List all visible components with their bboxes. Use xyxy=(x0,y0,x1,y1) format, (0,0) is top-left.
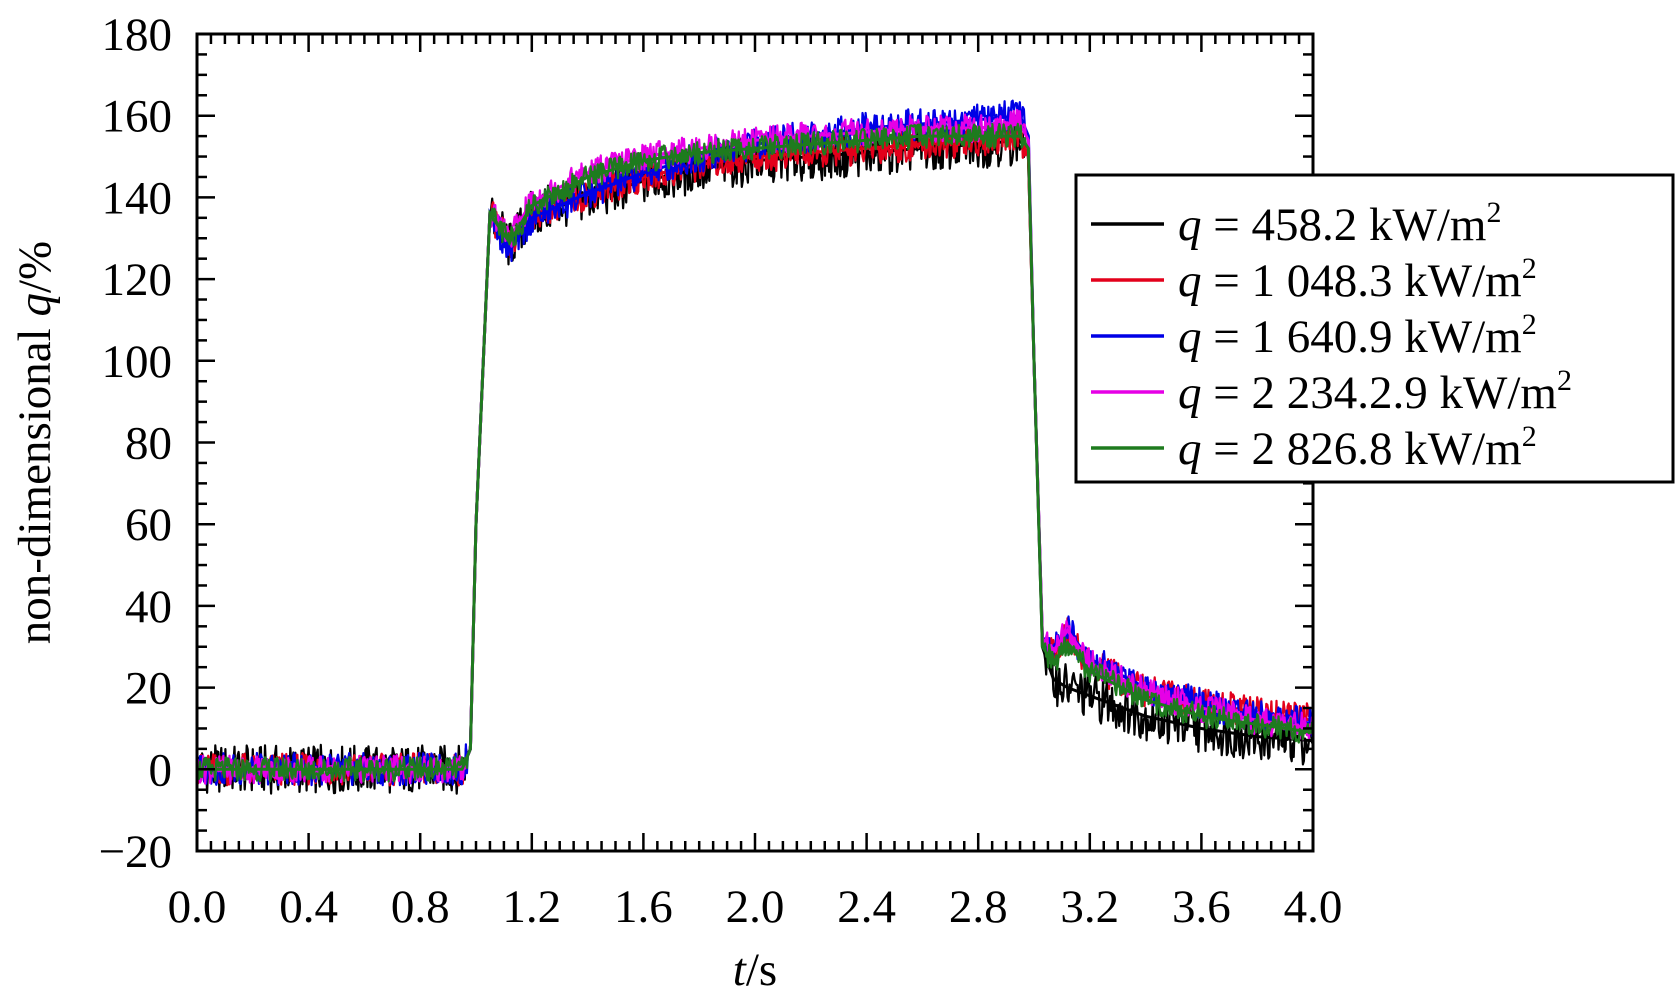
legend-value: 2 826.8 kW/m xyxy=(1252,423,1522,475)
legend-label: q = 458.2 kW/m2 xyxy=(1178,196,1502,251)
x-tick-label: 1.2 xyxy=(502,881,561,933)
y-tick-label: 140 xyxy=(102,172,173,224)
y-tick-label: 120 xyxy=(102,254,173,306)
x-tick-label: 0.4 xyxy=(279,881,338,933)
y-axis-label-unit: /% xyxy=(9,241,61,293)
legend-value: 1 048.3 kW/m xyxy=(1252,255,1522,307)
legend-entry: q = 2 234.2.9 kW/m2 xyxy=(1091,364,1572,419)
legend-box xyxy=(1074,173,1675,484)
series-layer xyxy=(195,99,1315,795)
series-line xyxy=(195,122,1315,783)
legend-value: 458.2 kW/m xyxy=(1252,199,1487,251)
x-tick-label: 2.8 xyxy=(949,881,1008,933)
x-axis-label-var: t xyxy=(733,944,747,996)
x-tick-label: 1.6 xyxy=(614,881,673,933)
y-axis-label: non-dimensional q/% xyxy=(9,241,61,644)
x-axis-label-unit: /s xyxy=(746,944,777,996)
tick-labels-layer: 0.0 0.4 0.8 1.2 1.6 2.0 2.4 2.8 3.2 3.6 4.0 −20 0 20 4… xyxy=(98,9,1342,933)
x-axis-label: t/s xyxy=(733,944,777,996)
legend-label: q = 2 234.2.9 kW/m2 xyxy=(1178,364,1572,419)
x-tick-label: 3.2 xyxy=(1060,881,1119,933)
legend-label: q = 2 826.8 kW/m2 xyxy=(1178,420,1537,475)
legend-var: q xyxy=(1178,367,1202,419)
legend-exponent: 2 xyxy=(1487,196,1502,229)
y-tick-label: 60 xyxy=(125,499,172,551)
legend-entry: q = 1 640.9 kW/m2 xyxy=(1091,308,1537,363)
legend-var: q xyxy=(1178,423,1202,475)
ticks-layer xyxy=(195,32,1315,853)
x-tick-label: 0.0 xyxy=(168,881,227,933)
legend-equals: = xyxy=(1202,423,1252,475)
y-tick-label: −20 xyxy=(98,826,172,878)
legend-exponent: 2 xyxy=(1522,252,1537,285)
legend-label: q = 1 640.9 kW/m2 xyxy=(1178,308,1537,363)
legend-entries: q = 458.2 kW/m2q = 1 048.3 kW/m2q = 1 64… xyxy=(1091,196,1572,475)
legend-equals: = xyxy=(1202,367,1252,419)
legend-exponent: 2 xyxy=(1522,420,1537,453)
legend-equals: = xyxy=(1202,311,1252,363)
legend-value: 1 640.9 kW/m xyxy=(1252,311,1522,363)
x-tick-label: 2.4 xyxy=(837,881,896,933)
legend-exponent: 2 xyxy=(1522,308,1537,341)
legend-var: q xyxy=(1178,311,1202,363)
y-axis-label-var: q xyxy=(9,293,61,317)
y-tick-label: 0 xyxy=(149,744,173,796)
y-tick-label: 40 xyxy=(125,581,172,633)
y-tick-label: 160 xyxy=(102,91,173,143)
legend-label: q = 1 048.3 kW/m2 xyxy=(1178,252,1537,307)
legend-value: 2 234.2.9 kW/m xyxy=(1252,367,1557,419)
legend-var: q xyxy=(1178,255,1202,307)
legend-entry: q = 1 048.3 kW/m2 xyxy=(1091,252,1537,307)
legend-var: q xyxy=(1178,199,1202,251)
legend: q = 458.2 kW/m2q = 1 048.3 kW/m2q = 1 64… xyxy=(1074,173,1675,484)
y-tick-label: 20 xyxy=(125,663,172,715)
y-tick-label: 80 xyxy=(125,418,172,470)
x-tick-label: 0.8 xyxy=(391,881,450,933)
y-tick-label: 100 xyxy=(102,336,173,388)
legend-equals: = xyxy=(1202,199,1252,251)
y-axis-label-prefix: non-dimensional xyxy=(9,317,61,645)
legend-entry: q = 2 826.8 kW/m2 xyxy=(1091,420,1537,475)
x-tick-label: 2.0 xyxy=(726,881,785,933)
legend-entry: q = 458.2 kW/m2 xyxy=(1091,196,1502,251)
x-tick-label: 4.0 xyxy=(1284,881,1343,933)
legend-exponent: 2 xyxy=(1557,364,1572,397)
y-tick-label: 180 xyxy=(102,9,173,61)
legend-equals: = xyxy=(1202,255,1252,307)
x-tick-label: 3.6 xyxy=(1172,881,1231,933)
